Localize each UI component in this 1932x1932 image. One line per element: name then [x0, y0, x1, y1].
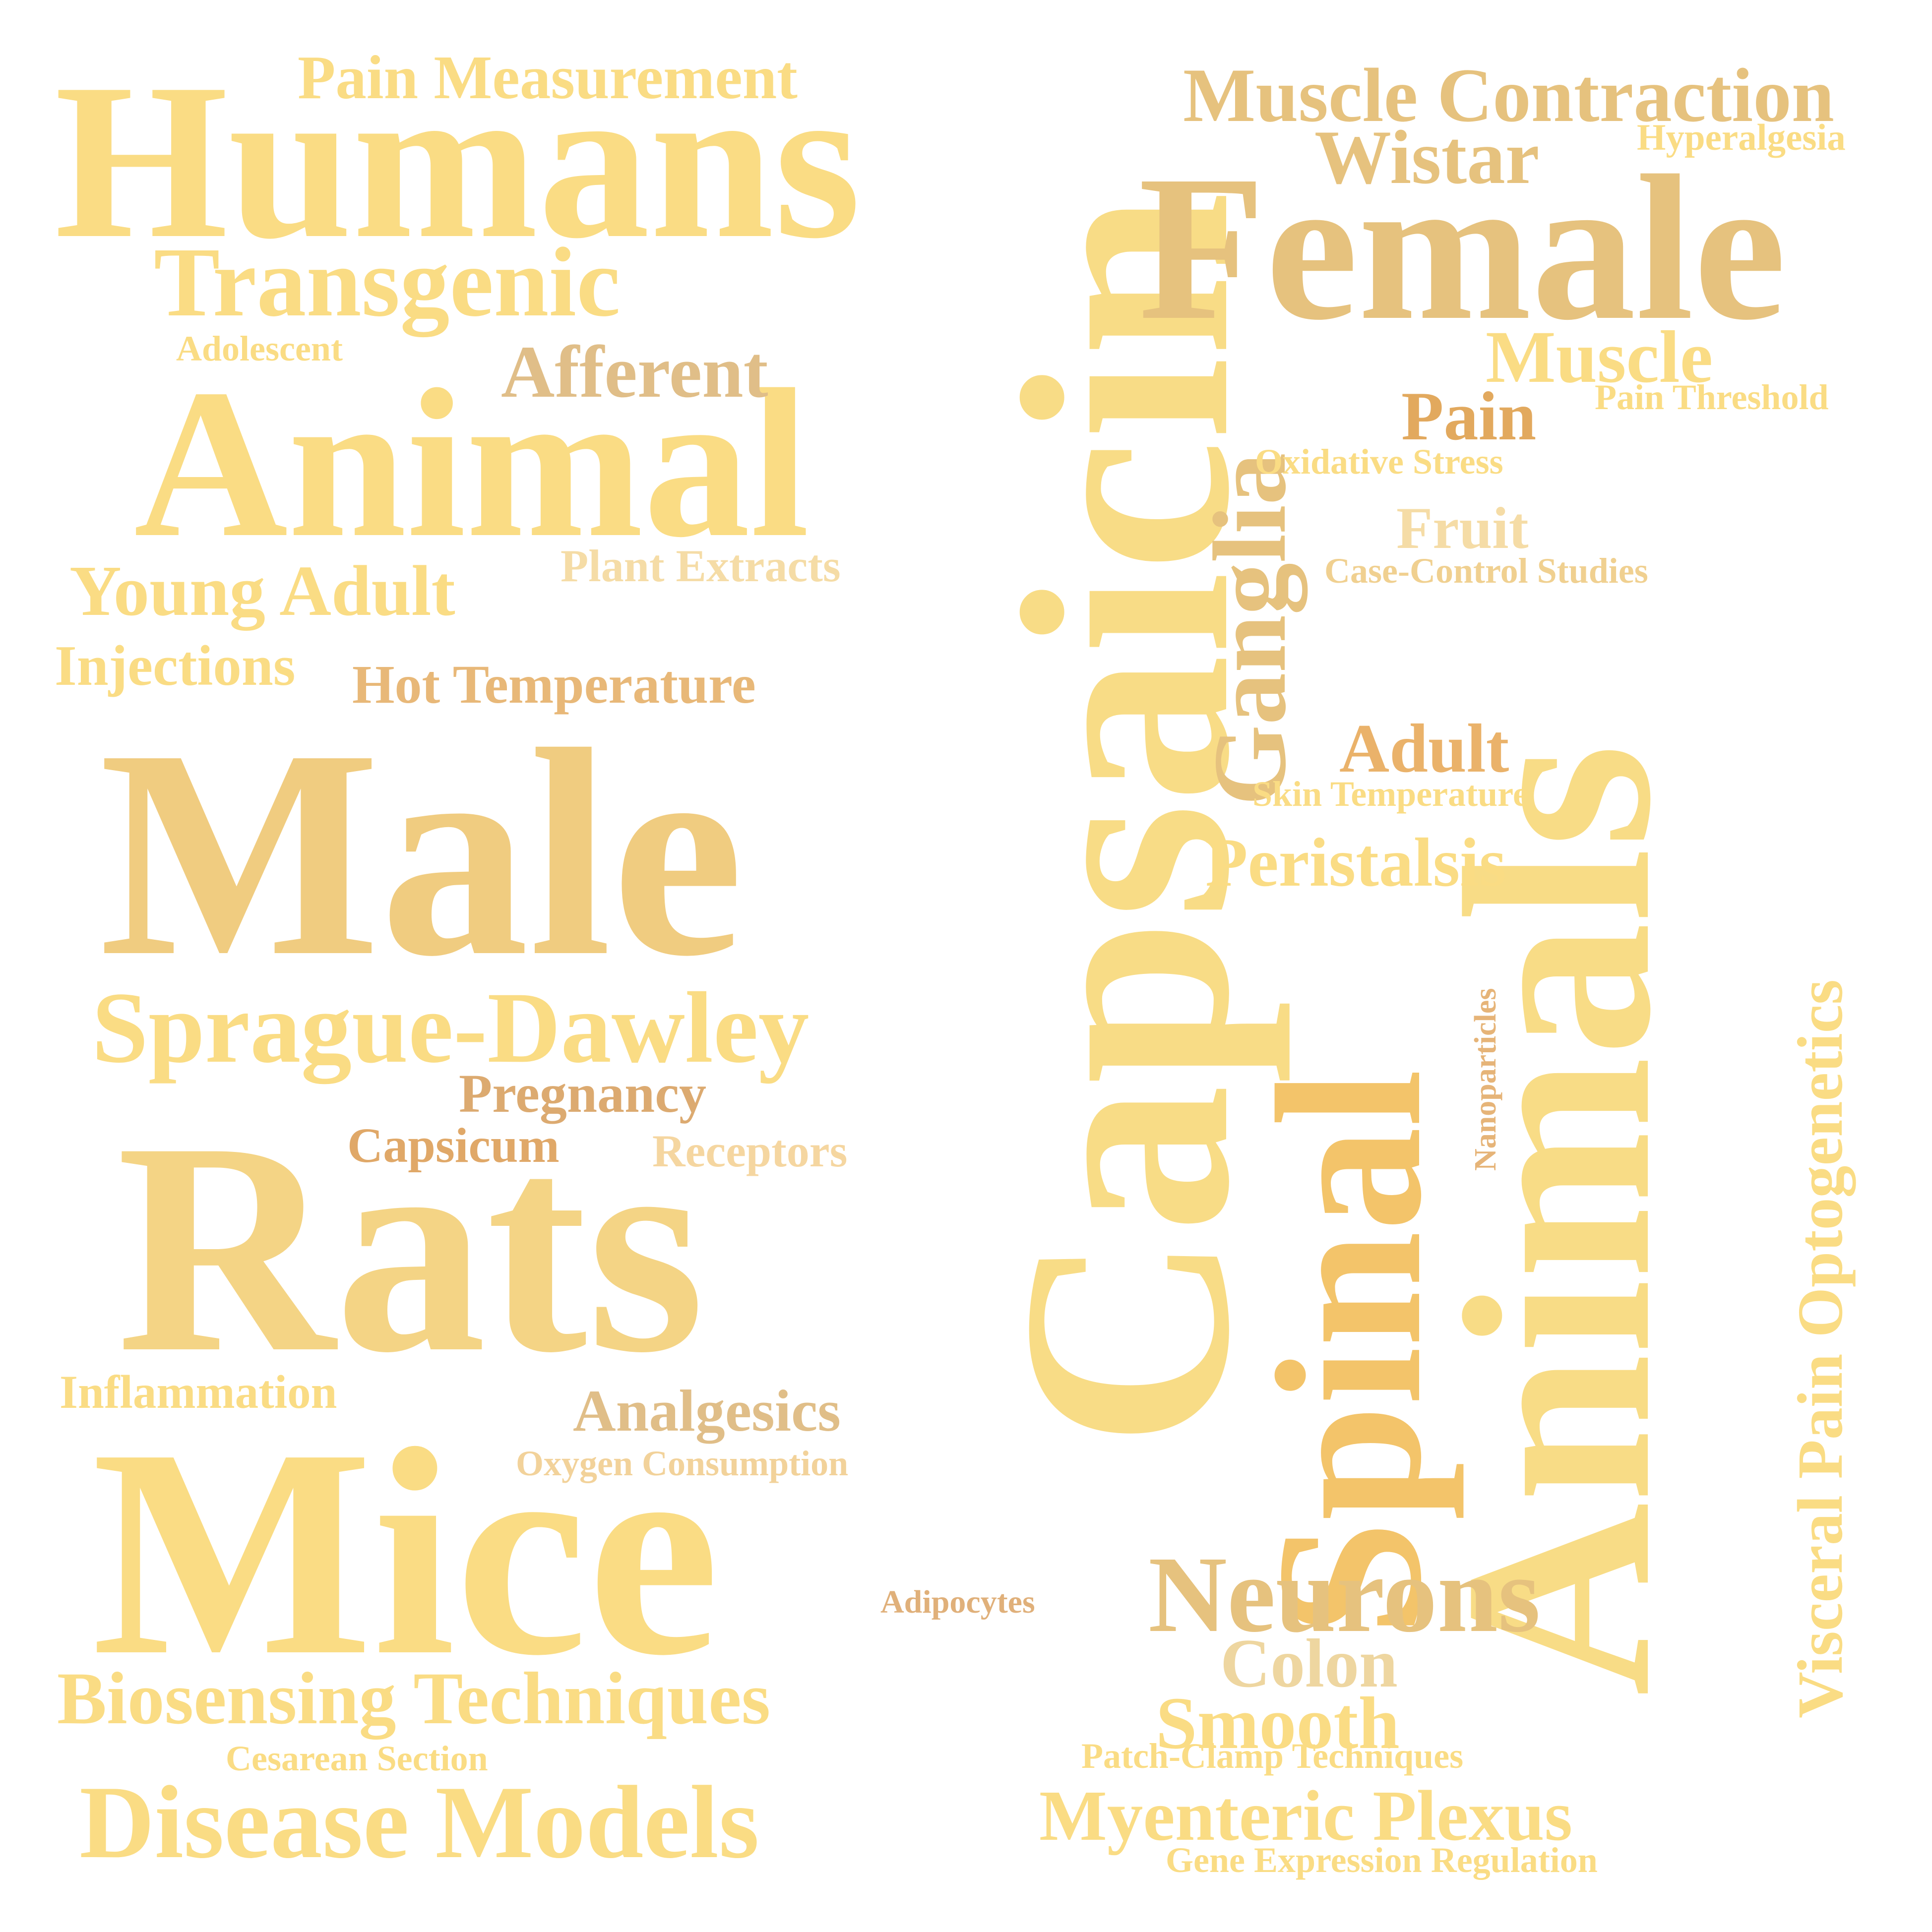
word-capsicum: Capsicum [347, 1118, 560, 1173]
word-muscle-contraction: Muscle Contraction [1183, 53, 1834, 138]
word-analgesics: Analgesics [573, 1378, 841, 1444]
word-inflammation: Inflammation [60, 1366, 337, 1418]
word-biosensing-techniques: Biosensing Techniques [57, 1657, 771, 1740]
word-humans: Humans [55, 38, 861, 285]
word-pain: Pain [1401, 378, 1537, 455]
word-case-control-studies: Case-Control Studies [1324, 551, 1648, 591]
word-adult: Adult [1339, 710, 1509, 787]
word-patch-clamp-techniques: Patch-Clamp Techniques [1081, 1736, 1464, 1776]
word-disease-models: Disease Models [79, 1765, 759, 1880]
word-mice: Mice [92, 1387, 720, 1717]
word-hyperalgesia: Hyperalgesia [1637, 117, 1846, 158]
word-rats: Rats [117, 1080, 705, 1415]
word-cesarean-section: Cesarean Section [226, 1739, 488, 1778]
word-visceral-pain-optogenetics: Visceral Pain Optogenetics [1785, 979, 1856, 1718]
word-hot-temperature: Hot Temperature [352, 654, 756, 715]
word-transgenic: Transgenic [154, 228, 621, 337]
word-oxygen-consumption: Oxygen Consumption [516, 1444, 849, 1483]
word-afferent: Afferent [501, 331, 768, 413]
word-smooth: Smooth [1156, 1682, 1400, 1764]
word-female: Female [1138, 132, 1786, 363]
word-pain-threshold: Pain Threshold [1595, 377, 1829, 417]
word-myenteric-plexus: Myenteric Plexus [1039, 1776, 1573, 1856]
word-gene-expression-regulation: Gene Expression Regulation [1166, 1840, 1598, 1880]
word-receptors: Receptors [652, 1126, 848, 1176]
word-neurons: Neurons [1148, 1534, 1541, 1655]
word-sprague-dawley: Sprague-Dawley [92, 971, 810, 1084]
word-ganglia: Ganglia [1192, 453, 1308, 806]
word-animal: Animal [134, 346, 810, 582]
word-peristalsis: Peristalsis [1205, 824, 1506, 901]
word-spinal: Spinal [1234, 1069, 1464, 1636]
word-pregnancy: Pregnancy [459, 1063, 707, 1124]
word-nanoparticles: Nanoparticles [1469, 988, 1502, 1171]
word-plant-extracts: Plant Extracts [561, 541, 841, 591]
word-wistar: Wistar [1314, 115, 1540, 200]
word-oxidative-stress: Oxidative Stress [1255, 442, 1503, 482]
word-adolescent: Adolescent [176, 329, 343, 368]
word-pain-measurement: Pain Measurement [298, 44, 798, 112]
word-adipocytes: Adipocytes [880, 1584, 1035, 1620]
word-colon: Colon [1220, 1625, 1398, 1702]
word-fruit: Fruit [1396, 495, 1529, 561]
word-young-adult: Young Adult [69, 551, 455, 631]
word-injections: Injections [55, 634, 296, 697]
word-male: Male [99, 688, 744, 1018]
word-skin-temperature: Skin Temperature [1252, 774, 1529, 814]
word-muscle: Muscle [1486, 316, 1713, 398]
